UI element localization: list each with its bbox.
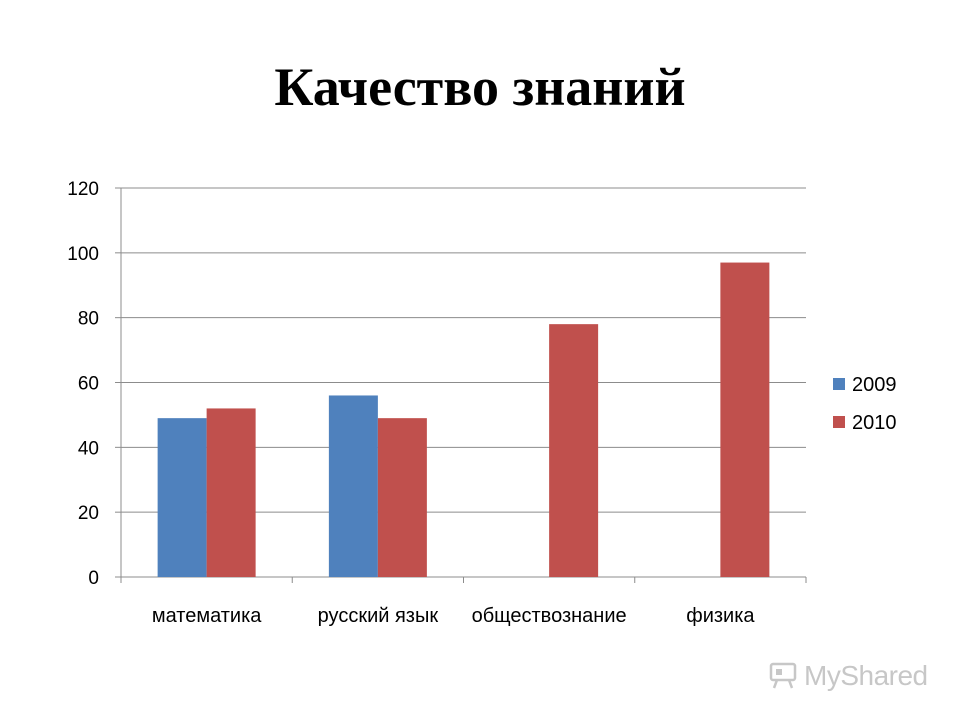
bar-2009: [328, 395, 378, 577]
legend-label: 2009: [852, 374, 897, 396]
watermark-text: MyShared: [804, 660, 928, 691]
classroom-board-icon: [769, 662, 797, 689]
bars: [157, 262, 770, 577]
y-tick-label: 120: [67, 179, 99, 200]
legend-label: 2010: [852, 412, 897, 434]
x-category-label: русский язык: [318, 605, 439, 627]
legend-swatch: [833, 378, 845, 390]
y-tick-label: 80: [78, 309, 99, 330]
y-tick-label: 0: [88, 568, 99, 589]
y-tick-labels: 0 20 40 60 80 100 120: [67, 179, 99, 589]
axes: [115, 187, 807, 583]
y-tick-label: 20: [78, 503, 99, 524]
x-category-labels: математика русский язык обществознание физи…: [152, 605, 756, 627]
y-tick-label: 60: [78, 374, 99, 395]
legend-swatch: [833, 416, 845, 428]
bar-2009: [157, 418, 207, 577]
x-category-label: физика: [686, 605, 755, 627]
bar-2010: [377, 418, 427, 577]
x-category-label: обществознание: [472, 605, 627, 627]
y-tick-label: 100: [67, 244, 99, 265]
y-tick-label: 40: [78, 438, 99, 459]
bar-2010: [549, 324, 599, 577]
bar-2010: [720, 262, 770, 577]
watermark: MyShared: [768, 656, 928, 696]
bar-2010: [206, 408, 256, 577]
page-title: Качество знаний: [274, 57, 686, 117]
x-category-label: математика: [152, 605, 262, 627]
legend: 2009 2010: [833, 374, 897, 434]
